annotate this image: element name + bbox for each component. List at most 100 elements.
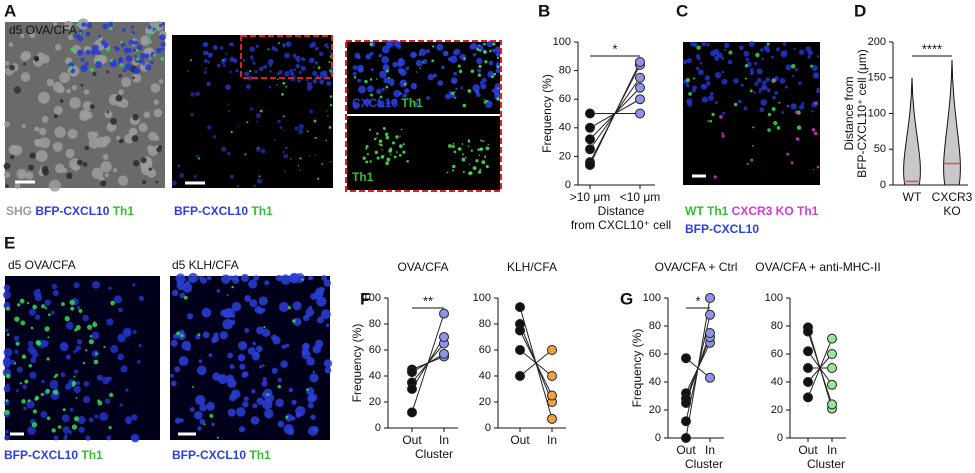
cell-dot [798,81,802,85]
cell-dot [104,110,113,119]
cell-dot [461,157,466,162]
cell-dot [74,328,78,332]
point [681,433,691,443]
cell-dot [238,341,248,351]
cell-dot [250,416,260,425]
cell-dot [272,336,281,345]
panel-label: A [4,1,16,20]
cell-dot [41,116,49,123]
cell-dot [476,47,479,51]
cell-dot [314,46,319,51]
cell-dot [398,153,402,157]
cell-dot [158,23,163,28]
cell-dot [115,46,120,52]
cell-dot [158,145,163,149]
cell-dot [13,335,20,342]
cell-dot [3,361,11,369]
cell-dot [298,70,302,74]
cell-dot [153,99,160,105]
cell-dot [311,57,314,61]
cell-dot [771,107,776,111]
cell-dot [155,23,159,27]
cell-dot [701,41,707,47]
cell-dot [138,122,148,132]
cell-dot [291,399,297,405]
cell-dot [93,359,99,365]
cell-dot [758,90,762,94]
caption-part: BFP-CXCL10 [172,448,246,462]
cell-dot [461,143,464,145]
cell-dot [69,97,81,109]
cell-dot [391,141,395,145]
cell-dot [117,353,125,361]
cell-dot [496,97,500,101]
cell-dot [314,136,317,140]
cell-dot [3,291,11,299]
cell-dot [760,48,764,52]
cell-dot [313,119,317,123]
cell-dot [380,143,383,147]
cell-dot [457,64,461,68]
cell-dot [283,43,285,45]
point [705,372,715,383]
cell-dot [39,137,51,149]
cell-dot [713,175,717,179]
cell-dot [44,299,51,306]
point [827,349,837,359]
cell-dot [478,64,482,69]
cell-dot [385,135,390,140]
point [547,390,557,401]
cell-dot [44,326,50,332]
y-tick-label: 60 [559,93,571,105]
caption-part: BFP-CXCL10 [174,204,248,218]
cell-dot [257,307,264,315]
cell-dot [365,160,369,164]
cell-dot [149,21,155,27]
cell-dot [106,110,110,114]
chart-title: KLH/CFA [507,260,557,274]
cell-dot [471,42,478,50]
cell-dot [289,272,300,284]
cell-dot [733,102,738,107]
cell-dot [285,41,292,47]
cell-dot [496,65,500,69]
pair-line [589,61,641,166]
cell-dot [117,175,129,186]
cell-dot [369,160,372,163]
cell-dot [496,56,500,60]
cell-dot [813,168,815,171]
cell-dot [761,57,765,61]
cell-dot [277,384,281,389]
cell-dot [126,419,132,425]
cell-dot [243,396,249,402]
y-tick-label: 100 [765,292,783,304]
cell-dot [686,57,692,64]
cell-dot [309,43,314,49]
cell-dot [452,142,455,145]
cell-dot [306,357,315,366]
cell-dot [106,47,110,52]
cell-dot [737,99,742,104]
cell-dot [397,58,406,67]
y-tick-label: 80 [649,320,661,332]
y-axis-label: Frequency (%) [350,324,364,403]
cell-dot [467,145,470,147]
point [407,407,417,418]
cell-dot [745,57,750,62]
cell-dot [78,426,85,433]
cell-dot [378,143,381,146]
cell-dot [190,59,193,62]
cell-dot [277,72,281,76]
cell-dot [155,180,159,184]
cell-dot [274,139,276,141]
cell-dot [3,284,11,291]
cell-dot [376,132,379,135]
cell-dot [376,137,378,139]
cell-dot [119,63,124,67]
cell-dot [283,423,294,435]
cell-dot [772,78,777,83]
cell-dot [120,40,123,44]
cell-dot [297,165,300,167]
point [827,363,837,373]
cell-dot [282,115,285,118]
